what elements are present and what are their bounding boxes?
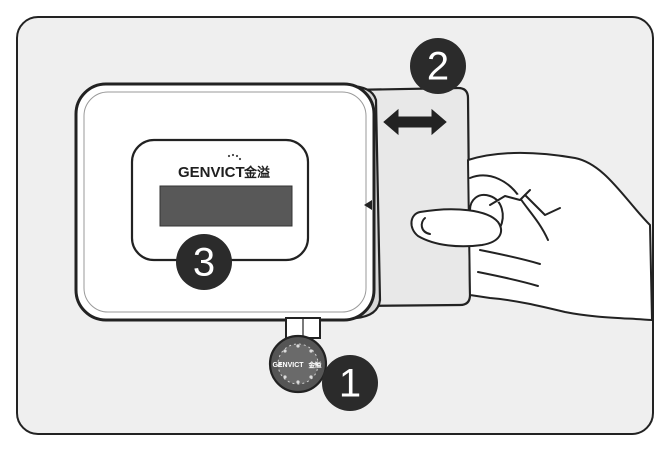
reader-brand-chinese: 金溢 <box>308 360 323 369</box>
step-number-2: 2 <box>427 45 449 89</box>
triangle-left-icon <box>364 200 372 210</box>
brand-name: GENVICT <box>178 164 245 181</box>
reader-brand-name: GENVICT <box>272 362 304 369</box>
step-number-3: 3 <box>193 241 215 285</box>
cable-connector <box>285 317 321 339</box>
hand-icon <box>410 152 653 321</box>
step-badge-1: 1 <box>322 355 378 411</box>
brand-chinese: 金溢 <box>243 165 270 180</box>
step-badge-3: 3 <box>176 234 232 290</box>
double-arrow-icon <box>383 108 447 136</box>
brand-logo: GENVICT 金溢 <box>178 153 270 181</box>
step-number-1: 1 <box>339 362 361 406</box>
step-badge-2: 2 <box>410 38 466 94</box>
lcd-display <box>159 185 293 227</box>
reader-puck[interactable]: GENVICT 金溢 <box>268 334 328 394</box>
